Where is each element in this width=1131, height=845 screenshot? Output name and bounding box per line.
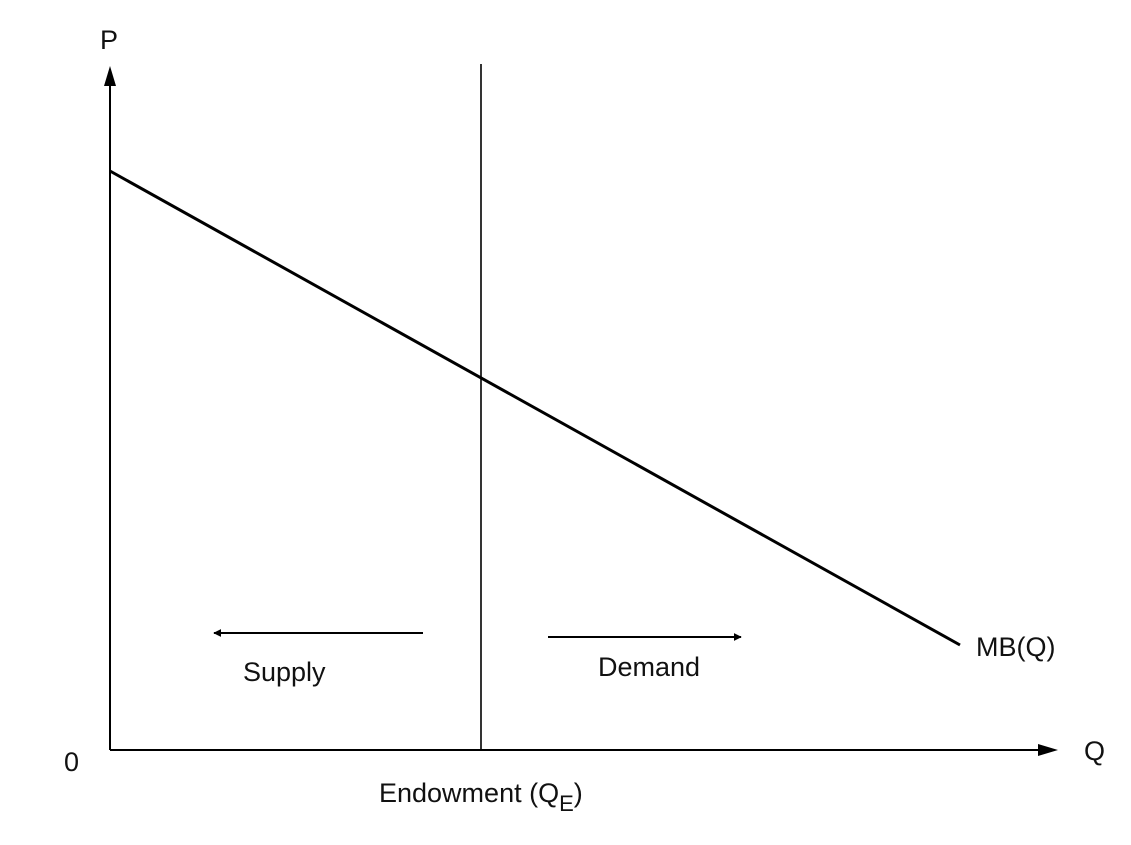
x-axis-arrowhead-icon <box>1038 744 1058 756</box>
origin-label: 0 <box>64 747 79 777</box>
endowment-label-close: ) <box>574 778 583 808</box>
y-axis-arrowhead-icon <box>104 66 116 86</box>
endowment-label-subscript: E <box>559 791 574 816</box>
supply-label: Supply <box>243 657 326 687</box>
mb-curve <box>109 169 961 647</box>
endowment-label-main: Endowment (Q <box>379 778 559 808</box>
endowment-label: Endowment (QE) <box>379 778 583 816</box>
mb-curve-label: MB(Q) <box>976 632 1055 662</box>
x-axis-label: Q <box>1084 736 1105 766</box>
y-axis-label: P <box>100 25 118 55</box>
demand-label: Demand <box>598 652 700 682</box>
